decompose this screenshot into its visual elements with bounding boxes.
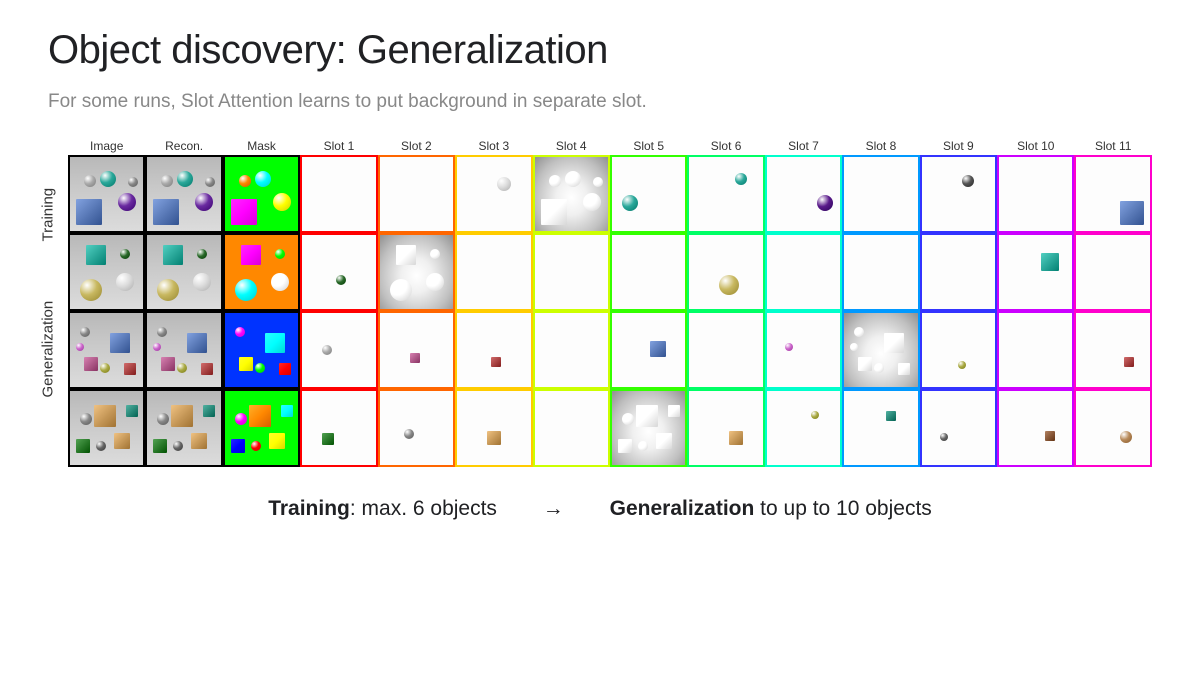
column-header: Slot 7 bbox=[765, 139, 842, 155]
slot-cell bbox=[533, 233, 610, 311]
slot-cell bbox=[765, 311, 842, 389]
recon-cell bbox=[145, 233, 222, 311]
slot-cell bbox=[765, 389, 842, 467]
column-header: Slot 9 bbox=[920, 139, 997, 155]
slot-cell bbox=[378, 233, 455, 311]
slot-cell bbox=[997, 311, 1074, 389]
mask-cell bbox=[223, 389, 300, 467]
page-title: Object discovery: Generalization bbox=[48, 28, 1152, 73]
slot-cell bbox=[997, 155, 1074, 233]
slot-cell bbox=[920, 155, 997, 233]
slot-cell bbox=[842, 155, 919, 233]
slot-cell bbox=[920, 389, 997, 467]
column-header: Slot 8 bbox=[842, 139, 919, 155]
slot-cell bbox=[610, 155, 687, 233]
column-header: Slot 4 bbox=[533, 139, 610, 155]
slot-cell bbox=[378, 311, 455, 389]
slot-cell bbox=[533, 155, 610, 233]
column-header: Slot 1 bbox=[300, 139, 377, 155]
slot-cell bbox=[610, 233, 687, 311]
slot-cell bbox=[687, 155, 764, 233]
slot-cell bbox=[842, 389, 919, 467]
mask-cell bbox=[223, 233, 300, 311]
figure-grid: TrainingGeneralization ImageRecon.MaskSl… bbox=[68, 139, 1152, 467]
subtitle: For some runs, Slot Attention learns to … bbox=[48, 91, 1152, 113]
slot-cell bbox=[378, 155, 455, 233]
slot-cell bbox=[533, 311, 610, 389]
slot-cell bbox=[765, 233, 842, 311]
recon-cell bbox=[145, 311, 222, 389]
slot-cell bbox=[1074, 233, 1151, 311]
recon-cell bbox=[145, 155, 222, 233]
image-cell bbox=[68, 155, 145, 233]
slot-cell bbox=[687, 233, 764, 311]
grid-row bbox=[68, 233, 1152, 311]
grid-row bbox=[68, 389, 1152, 467]
slot-cell bbox=[455, 233, 532, 311]
column-header: Mask bbox=[223, 139, 300, 155]
slot-cell bbox=[1074, 311, 1151, 389]
row-group-label: Generalization bbox=[40, 382, 57, 398]
row-group-label: Training bbox=[40, 226, 57, 242]
image-cell bbox=[68, 389, 145, 467]
column-header: Slot 3 bbox=[455, 139, 532, 155]
slot-cell bbox=[300, 311, 377, 389]
slot-cell bbox=[1074, 389, 1151, 467]
column-header: Recon. bbox=[145, 139, 222, 155]
column-header: Slot 10 bbox=[997, 139, 1074, 155]
column-header: Image bbox=[68, 139, 145, 155]
footer-right-text: to up to 10 objects bbox=[754, 497, 931, 520]
image-cell bbox=[68, 311, 145, 389]
slot-cell bbox=[300, 233, 377, 311]
slot-cell bbox=[1074, 155, 1151, 233]
slot-cell bbox=[997, 389, 1074, 467]
column-headers: ImageRecon.MaskSlot 1Slot 2Slot 3Slot 4S… bbox=[68, 139, 1152, 155]
footer-left-text: : max. 6 objects bbox=[350, 497, 497, 520]
recon-cell bbox=[145, 389, 222, 467]
slot-cell bbox=[610, 311, 687, 389]
slot-cell bbox=[455, 311, 532, 389]
slot-cell bbox=[610, 389, 687, 467]
slot-cell bbox=[455, 389, 532, 467]
slot-cell bbox=[920, 311, 997, 389]
column-header: Slot 2 bbox=[378, 139, 455, 155]
slot-cell bbox=[920, 233, 997, 311]
slot-cell bbox=[300, 155, 377, 233]
footer-caption: Training: max. 6 objects → Generalizatio… bbox=[48, 497, 1152, 521]
slot-cell bbox=[455, 155, 532, 233]
slot-cell bbox=[687, 311, 764, 389]
slot-cell bbox=[842, 233, 919, 311]
slot-cell bbox=[378, 389, 455, 467]
mask-cell bbox=[223, 155, 300, 233]
slot-cell bbox=[687, 389, 764, 467]
mask-cell bbox=[223, 311, 300, 389]
image-cell bbox=[68, 233, 145, 311]
column-header: Slot 5 bbox=[610, 139, 687, 155]
slot-cell bbox=[765, 155, 842, 233]
slot-cell bbox=[997, 233, 1074, 311]
slot-cell bbox=[300, 389, 377, 467]
grid-row bbox=[68, 155, 1152, 233]
grid-row bbox=[68, 311, 1152, 389]
slot-cell bbox=[842, 311, 919, 389]
column-header: Slot 6 bbox=[687, 139, 764, 155]
slot-cell bbox=[533, 389, 610, 467]
footer-left-bold: Training bbox=[268, 497, 350, 520]
arrow-icon: → bbox=[543, 497, 564, 521]
footer-right-bold: Generalization bbox=[610, 497, 755, 520]
column-header: Slot 11 bbox=[1074, 139, 1151, 155]
